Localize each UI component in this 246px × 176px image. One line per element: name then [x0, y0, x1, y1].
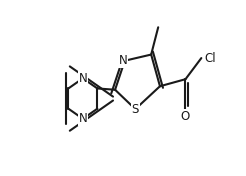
Text: N: N — [78, 72, 87, 85]
Text: O: O — [181, 110, 190, 123]
Text: S: S — [132, 103, 139, 116]
Text: N: N — [119, 54, 127, 67]
Text: Cl: Cl — [204, 52, 215, 65]
Text: N: N — [78, 112, 87, 125]
